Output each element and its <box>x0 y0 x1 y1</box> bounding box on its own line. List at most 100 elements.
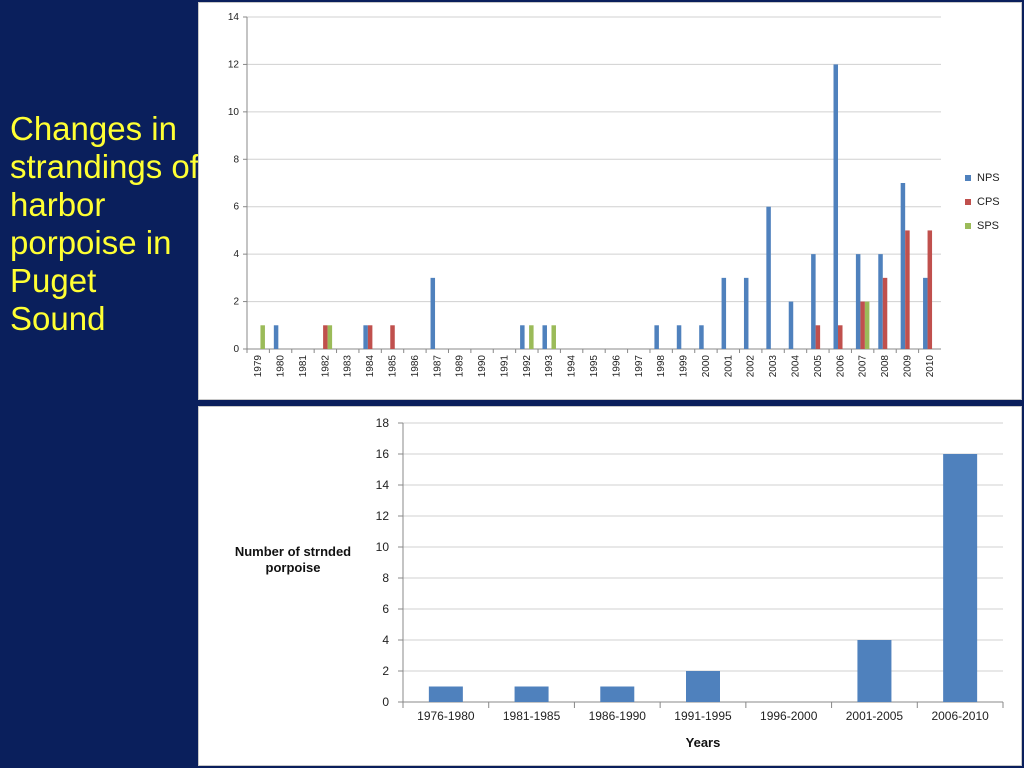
bar-nps <box>363 325 368 349</box>
x-tick-label: 2009 <box>902 355 913 378</box>
y-tick-label: 0 <box>382 695 389 709</box>
x-tick-label: 1985 <box>388 355 399 378</box>
bar-nps <box>788 301 794 349</box>
legend-label-cps: CPS <box>977 196 1000 208</box>
five-year-strandings-chart: 0 2 4 6 8 10 12 14 16 18 1976-1980 1981-1985 1986-19… <box>235 416 1004 750</box>
y-tick-label: 6 <box>382 602 389 616</box>
y-tick-label: 16 <box>376 447 390 461</box>
y-tick-label: 14 <box>376 478 390 492</box>
y-tick-label: 8 <box>382 571 389 585</box>
bar-sps <box>327 325 333 349</box>
bar-nps <box>766 206 771 349</box>
x-tick-label: 1986 <box>410 355 421 378</box>
bar-sps <box>551 325 556 349</box>
bar-cps <box>815 325 821 349</box>
legend-label-sps: SPS <box>977 220 999 232</box>
bar-cps <box>927 230 933 349</box>
x-tick-label: 1979 <box>253 355 264 378</box>
x-tick-label: 2003 <box>768 355 779 378</box>
bar-nps <box>273 325 279 349</box>
y-tick-label: 12 <box>228 59 240 70</box>
x-tick-label: 1990 <box>477 355 488 378</box>
y-tick-label: 4 <box>233 249 239 260</box>
x-tick-label: 1981 <box>298 355 309 378</box>
x-tick-label: 1995 <box>589 355 600 378</box>
x-tick-label: 1991-1995 <box>674 709 732 723</box>
y-axis-title: Number of strnded porpoise <box>235 544 351 575</box>
bar <box>514 686 549 702</box>
legend-swatch-cps <box>965 199 971 205</box>
y-tick-label: 14 <box>228 12 240 23</box>
bar-cps <box>838 325 843 349</box>
y-axis-title-line: porpoise <box>266 560 321 575</box>
bar-nps <box>699 325 704 349</box>
x-tick-label: 1996 <box>611 355 622 378</box>
x-tick-label: 2001 <box>723 355 734 378</box>
legend-swatch-nps <box>965 175 971 181</box>
bar-cps <box>323 325 328 349</box>
y-tick-label: 10 <box>228 107 240 118</box>
bar-cps <box>882 277 888 349</box>
bar <box>428 686 463 702</box>
x-tick-label: 2004 <box>790 355 801 378</box>
x-tick-label: 1987 <box>432 355 443 378</box>
x-axis-title: Years <box>686 735 721 750</box>
x-tick-label: 1989 <box>455 355 466 378</box>
x-tick-label: 2006-2010 <box>931 709 989 723</box>
x-tick-label: 1976-1980 <box>417 709 475 723</box>
bar-sps <box>864 301 870 349</box>
bar-cps <box>367 325 373 349</box>
y-tick-label: 8 <box>233 154 239 165</box>
x-tick-label: 2010 <box>925 355 936 378</box>
bar-nps <box>878 254 883 349</box>
bar-nps <box>811 254 816 349</box>
x-tick-label: 1982 <box>320 355 331 378</box>
x-tick-label: 1986-1990 <box>589 709 647 723</box>
x-tick-label: 1991 <box>499 355 510 378</box>
slide-title: Changes in strandings of harbor porpoise… <box>10 110 199 337</box>
annual-strandings-chart: 0 2 4 6 8 10 12 14 1979 1980 1981 1982 1983 1984 1985 1… <box>228 12 1000 378</box>
bar-nps <box>923 277 928 349</box>
bar-sps <box>260 325 265 349</box>
x-tick-label: 1993 <box>544 355 555 378</box>
x-tick-label: 2008 <box>880 355 891 378</box>
x-tick-label: 2001-2005 <box>846 709 904 723</box>
x-tick-label: 2005 <box>813 355 824 378</box>
five-year-strandings-chart-panel: 0 2 4 6 8 10 12 14 16 18 1976-1980 1981-1985 1986-19… <box>198 406 1022 766</box>
bar-sps <box>529 325 534 349</box>
y-tick-label: 10 <box>376 540 390 554</box>
annual-strandings-chart-panel: 0 2 4 6 8 10 12 14 1979 1980 1981 1982 1983 1984 1985 1… <box>198 2 1022 400</box>
bar-nps <box>654 325 659 349</box>
y-tick-label: 12 <box>376 509 390 523</box>
bar <box>943 454 978 702</box>
y-axis-title-line: Number of strnded <box>235 544 351 559</box>
y-tick-label: 2 <box>382 664 389 678</box>
legend-label-nps: NPS <box>977 172 1000 184</box>
bar-cps <box>390 325 395 349</box>
bar-cps <box>860 301 865 349</box>
bar <box>686 671 720 702</box>
x-tick-label: 2006 <box>835 355 846 378</box>
bar-nps <box>900 183 906 349</box>
x-tick-label: 2002 <box>746 355 757 378</box>
bar-nps <box>542 325 547 349</box>
y-tick-label: 4 <box>382 633 389 647</box>
legend-swatch-sps <box>965 223 971 229</box>
bar-cps <box>905 230 910 349</box>
bar-nps <box>676 325 682 349</box>
x-tick-label: 1999 <box>679 355 690 378</box>
x-tick-label: 1997 <box>634 355 645 378</box>
x-tick-label: 2007 <box>858 355 869 378</box>
x-tick-label: 1980 <box>276 355 287 378</box>
x-tick-label: 1998 <box>656 355 667 378</box>
bar-nps <box>721 277 727 349</box>
y-tick-label: 2 <box>233 297 239 308</box>
y-tick-label: 0 <box>233 344 239 355</box>
x-tick-label: 1996-2000 <box>760 709 818 723</box>
x-tick-label: 1981-1985 <box>503 709 561 723</box>
x-tick-label: 2000 <box>701 355 712 378</box>
x-tick-label: 1983 <box>343 355 354 378</box>
bar-nps <box>430 277 436 349</box>
bar-nps <box>743 277 749 349</box>
bar-nps <box>520 325 525 349</box>
